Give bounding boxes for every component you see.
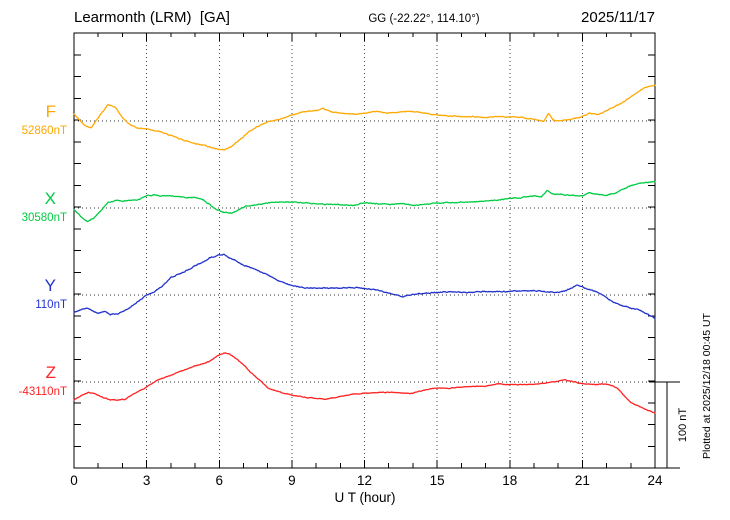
x-tick-label-18: 18 (502, 473, 518, 488)
x-tick-label-21: 21 (574, 473, 590, 488)
plot-frame (73, 32, 656, 469)
series-baseline-value-X: 30580nT (21, 212, 67, 224)
x-tick-label-12: 12 (356, 473, 373, 488)
trace-Y (73, 253, 656, 320)
station-title: Learmonth (LRM) [GA] (74, 9, 230, 26)
trace-X (73, 180, 656, 223)
x-tick-label-0: 0 (70, 473, 78, 488)
x-tick-label-24: 24 (647, 473, 663, 488)
series-baseline-value-Z: -43110nT (18, 386, 67, 398)
series-letter-Z: Z (45, 363, 56, 382)
scale-bar-label: 100 nT (677, 407, 689, 443)
series-baseline-value-Y: 110nT (35, 299, 67, 311)
geographic-coords: GG (-22.22°, 114.10°) (368, 13, 480, 25)
series-letter-X: X (44, 189, 56, 208)
trace-Z (73, 352, 656, 414)
x-axis-title: U T (hour) (334, 490, 396, 505)
series-baseline-value-F: 52860nT (21, 125, 67, 137)
x-tick-label-9: 9 (288, 473, 296, 488)
x-tick-label-15: 15 (429, 473, 445, 488)
plotted-at-note: Plotted at 2025/12/18 00:45 UT (701, 313, 713, 459)
x-tick-label-3: 3 (142, 473, 151, 488)
trace-F (73, 84, 656, 151)
series-letter-Y: Y (44, 276, 56, 295)
x-tick-label-6: 6 (215, 473, 224, 488)
plot-date: 2025/11/17 (581, 9, 655, 26)
series-letter-F: F (45, 102, 56, 121)
